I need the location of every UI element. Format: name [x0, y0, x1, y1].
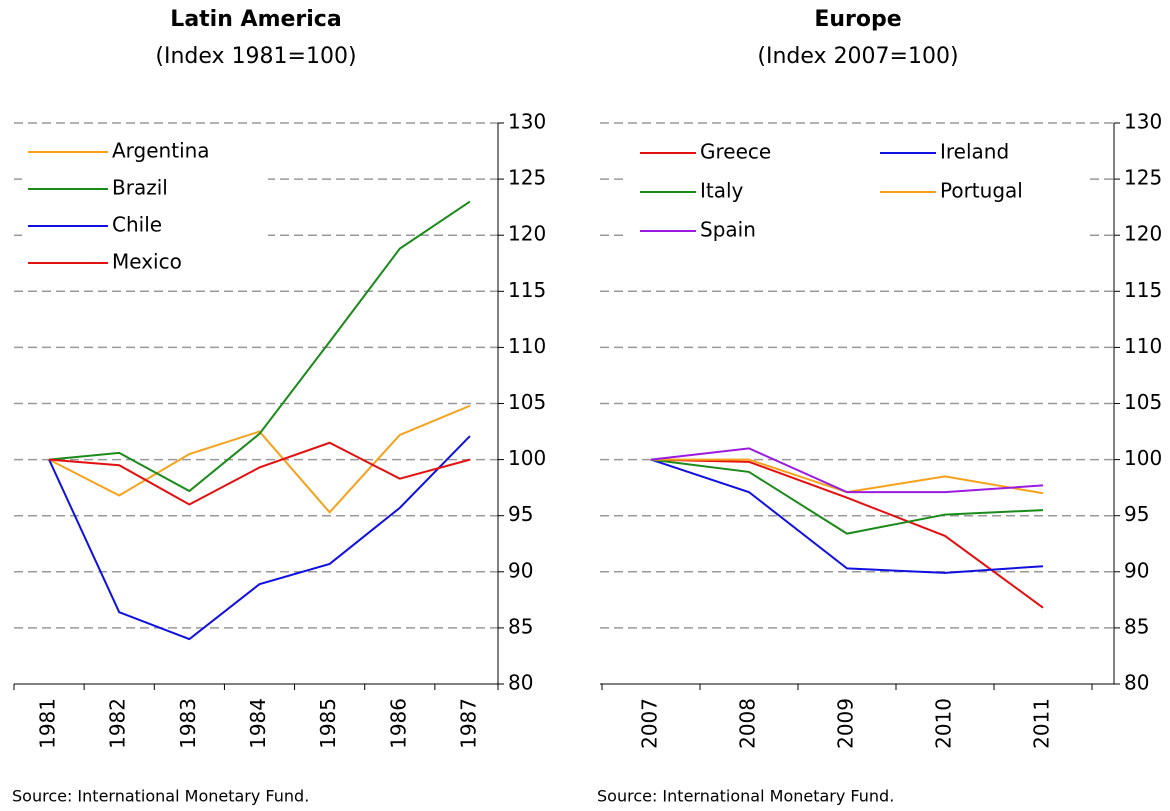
x-tick-label: 1982 [106, 698, 130, 749]
x-tick-label: 2011 [1030, 698, 1054, 749]
y-tick-label: 80 [508, 671, 533, 695]
chart-title: Latin America [170, 7, 341, 32]
y-tick-label: 80 [1124, 671, 1149, 695]
chart-subtitle: (Index 2007=100) [757, 44, 958, 69]
x-tick-label: 1981 [36, 698, 60, 749]
series-line [651, 458, 1044, 495]
y-tick-label: 95 [1124, 502, 1149, 526]
legend-label: Portugal [940, 179, 1023, 203]
legend-label: Ireland [940, 140, 1009, 164]
legend-label: Argentina [112, 139, 210, 163]
x-tick-label: 1987 [456, 698, 480, 749]
y-tick-label: 115 [508, 278, 546, 302]
x-tick-label: 2008 [736, 698, 760, 749]
y-tick-label: 130 [508, 110, 546, 134]
series-line [48, 435, 471, 641]
y-tick-label: 100 [508, 446, 546, 470]
y-tick-label: 105 [1124, 390, 1162, 414]
x-tick-label: 2007 [638, 698, 662, 749]
legend-label: Chile [112, 213, 162, 237]
chart-title: Europe [814, 7, 901, 32]
legend-label: Brazil [112, 176, 168, 200]
x-tick-label: 1985 [316, 698, 340, 749]
y-tick-label: 115 [1124, 278, 1162, 302]
legend-box [22, 134, 268, 280]
x-tick-label: 1986 [386, 698, 410, 749]
legend-label: Italy [700, 179, 744, 203]
y-tick-label: 100 [1124, 446, 1162, 470]
y-tick-label: 90 [1124, 558, 1149, 582]
y-tick-label: 120 [508, 222, 546, 246]
chart-subtitle: (Index 1981=100) [155, 44, 356, 69]
y-tick-label: 105 [508, 390, 546, 414]
series-line [650, 447, 1044, 494]
source-note: Source: International Monetary Fund. [12, 787, 309, 806]
y-tick-label: 95 [508, 502, 533, 526]
x-tick-label: 2009 [834, 698, 858, 749]
y-tick-label: 90 [508, 558, 533, 582]
series-line [48, 404, 471, 514]
y-tick-label: 130 [1124, 110, 1162, 134]
series-line [650, 458, 1044, 535]
series-line [48, 441, 471, 506]
x-tick-label: 1983 [176, 698, 200, 749]
legend-label: Spain [700, 218, 756, 242]
series-line [650, 458, 1044, 609]
y-tick-label: 110 [1124, 334, 1162, 358]
y-tick-label: 85 [508, 614, 533, 638]
x-tick-label: 1984 [246, 698, 270, 749]
y-tick-label: 125 [508, 166, 546, 190]
y-tick-label: 125 [1124, 166, 1162, 190]
legend-label: Greece [700, 140, 771, 164]
x-tick-label: 2010 [932, 698, 956, 749]
legend-label: Mexico [112, 250, 182, 274]
y-tick-label: 120 [1124, 222, 1162, 246]
y-tick-label: 85 [1124, 614, 1149, 638]
series-line [650, 458, 1044, 574]
source-note: Source: International Monetary Fund. [597, 787, 894, 806]
y-tick-label: 110 [508, 334, 546, 358]
legend-box [628, 134, 1086, 252]
series-line [48, 200, 471, 493]
